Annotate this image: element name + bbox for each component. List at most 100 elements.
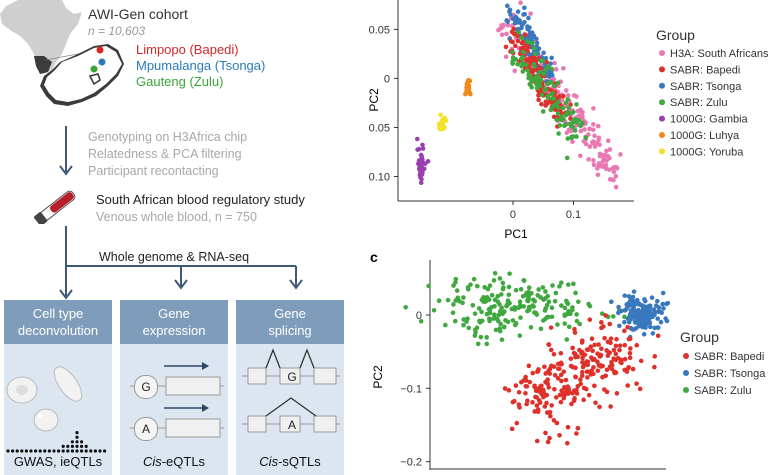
scatter-point	[559, 378, 564, 384]
scatter-point	[565, 136, 571, 141]
scatter-point	[591, 365, 596, 370]
distribution-dot	[61, 444, 65, 448]
scatter-point	[466, 86, 472, 92]
scatter-point	[476, 306, 482, 311]
scatter-point	[611, 177, 616, 183]
scatter-point	[542, 364, 547, 370]
scatter-point	[517, 299, 523, 305]
scatter-point	[591, 162, 597, 168]
scatter-point	[495, 293, 501, 299]
legend-swatch	[659, 82, 665, 89]
region-mpumalanga-label: Mpumalanga (Tsonga)	[136, 58, 266, 73]
down-arrow-icon	[59, 126, 73, 176]
scatter-point	[416, 146, 422, 152]
scatter-point	[472, 333, 478, 338]
scatter-point	[544, 59, 549, 65]
box-header: Gene splicing	[236, 300, 344, 344]
scatter-point	[438, 112, 443, 118]
scatter-point	[573, 374, 579, 380]
scatter-point	[595, 368, 601, 374]
scatter-point	[565, 424, 571, 430]
step-genotyping: Genotyping on H3Africa chip	[88, 130, 248, 144]
scatter-point	[548, 61, 553, 66]
legend: Group SABR: Bapedi SABR: Tsonga SABR: Zulu	[680, 329, 766, 397]
scatter-point	[570, 109, 576, 115]
scatter-point	[439, 118, 445, 123]
scatter-point	[540, 387, 546, 393]
scatter-point	[484, 341, 490, 347]
distribution-dot	[84, 444, 88, 448]
scatter-point	[578, 128, 584, 134]
scatter-point	[532, 409, 538, 414]
scatter-point	[544, 392, 550, 398]
scatter-point	[560, 105, 566, 111]
scatter-point	[575, 108, 581, 114]
scatter-point	[574, 134, 579, 139]
scatter-point	[603, 313, 608, 318]
scatter-point	[545, 100, 551, 106]
scatter-point	[548, 107, 554, 113]
scatter-point	[634, 381, 639, 386]
distribution-dot	[89, 449, 93, 453]
scatter-point	[655, 325, 661, 330]
scatter-point	[543, 86, 549, 92]
scatter-point	[545, 81, 550, 87]
scatter-point	[561, 66, 566, 71]
scatter-point	[487, 283, 493, 288]
scatter-point	[538, 58, 543, 64]
scatter-point	[655, 316, 660, 321]
axis-ticks: 0 −0.1 −0.2	[400, 310, 430, 469]
cohort-size-text: n = 10,603	[88, 24, 146, 38]
scatter-point	[502, 309, 507, 314]
legend-title: Group	[656, 27, 695, 43]
scatter-point	[468, 282, 473, 287]
scatter-point	[617, 343, 623, 348]
scatter-point	[558, 280, 564, 285]
scatter-point	[526, 363, 532, 369]
scatter-point	[607, 147, 613, 152]
scatter-point	[485, 286, 491, 292]
scatter-point	[599, 346, 604, 352]
scatter-point	[562, 321, 568, 326]
scatter-point	[614, 166, 620, 171]
scatter-point	[554, 420, 560, 426]
distribution-dot	[84, 449, 88, 453]
scatter-point	[605, 138, 611, 143]
scatter-point	[622, 319, 627, 325]
scatter-point	[537, 400, 543, 405]
scatter-point	[506, 388, 512, 393]
scatter-point	[493, 327, 499, 333]
scatter-point	[640, 303, 646, 309]
scatter-point	[642, 309, 648, 314]
scatter-point	[566, 105, 572, 110]
scatter-point	[628, 308, 634, 313]
scatter-point	[537, 384, 543, 389]
scatter-point	[519, 35, 525, 41]
scatter-point	[607, 155, 612, 161]
scatter-point	[578, 377, 583, 382]
distribution-dot	[70, 444, 74, 448]
scatter-point	[475, 341, 481, 347]
scatter-point	[443, 118, 449, 123]
scatter-point	[548, 413, 553, 419]
scatter-point	[571, 93, 577, 98]
scatter-point	[580, 369, 585, 375]
scatter-point	[514, 420, 520, 426]
scatter-point	[564, 130, 570, 136]
scatter-point	[526, 289, 531, 295]
scatter-point	[507, 271, 512, 276]
scatter-point	[479, 309, 484, 315]
region-limpopo-label: Limpopo (Bapedi)	[136, 42, 239, 57]
scatter-point	[420, 142, 425, 148]
scatter-point	[570, 390, 575, 396]
scatter-point	[540, 285, 546, 290]
pca-chart-global: 0.05 0 −0.05 −0.10 0 0.1 PC1 PC2 Group H3A: So…	[368, 0, 769, 241]
scatter-point	[604, 348, 609, 353]
scatter-point	[619, 360, 624, 366]
scatter-point	[451, 302, 456, 307]
distribution-dot	[70, 440, 74, 444]
scatter-point	[545, 93, 551, 99]
scatter-point	[542, 404, 548, 409]
scatter-point	[513, 287, 519, 293]
scatter-point	[450, 310, 456, 316]
